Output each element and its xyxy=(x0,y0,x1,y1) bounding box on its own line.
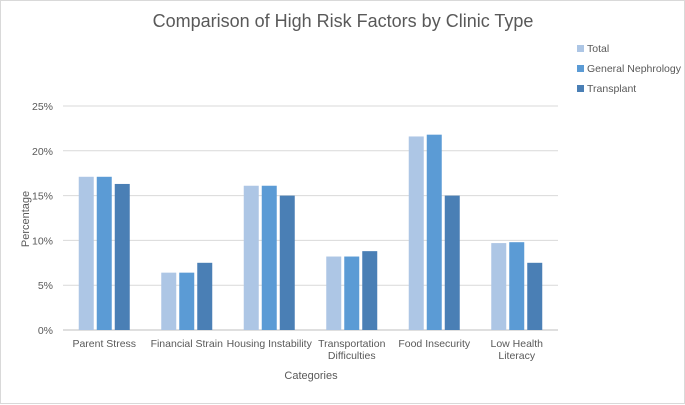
x-tick-label: Food Insecurity xyxy=(398,338,471,350)
y-tick-label: 20% xyxy=(32,146,53,158)
bar xyxy=(197,262,213,330)
bar xyxy=(491,243,507,330)
y-tick-label: 0% xyxy=(38,325,53,337)
bar xyxy=(161,272,177,330)
bar xyxy=(362,251,378,330)
bar xyxy=(243,185,259,330)
bar xyxy=(96,176,112,330)
y-tick-label: 5% xyxy=(38,280,53,292)
y-tick-label: 10% xyxy=(32,235,53,247)
gridlines xyxy=(63,105,558,331)
x-tick-label: Parent Stress xyxy=(72,338,136,350)
bar xyxy=(408,136,424,330)
bar xyxy=(326,256,342,330)
bars xyxy=(78,134,543,330)
x-tick-label: Transportation Difficulties xyxy=(318,338,385,362)
y-tick-label: 15% xyxy=(32,191,53,203)
bar xyxy=(114,183,130,330)
y-axis-ticks: 0% 5% 10% 15% 20% 25% xyxy=(32,101,53,337)
y-tick-label: 25% xyxy=(32,101,53,113)
bar xyxy=(179,272,195,330)
y-axis-label: Percentage xyxy=(20,191,32,247)
bar xyxy=(78,176,94,330)
legend-swatch xyxy=(577,65,584,72)
legend-label: Transplant xyxy=(587,83,636,95)
legend: Total General Nephrology Transplant xyxy=(577,43,682,95)
bar xyxy=(509,242,525,330)
x-tick-label: Financial Strain xyxy=(151,338,224,350)
bar xyxy=(261,185,277,330)
x-tick-label: Low Health Literacy xyxy=(490,338,543,362)
bar xyxy=(344,256,360,330)
bar xyxy=(527,262,543,330)
x-tick-label: Housing Instability xyxy=(227,338,313,350)
chart-title: Comparison of High Risk Factors by Clini… xyxy=(153,11,534,31)
x-axis-label: Categories xyxy=(284,370,338,382)
legend-swatch xyxy=(577,85,584,92)
legend-label: General Nephrology xyxy=(587,63,682,75)
bar xyxy=(444,195,460,330)
bar xyxy=(426,134,442,330)
legend-label: Total xyxy=(587,43,609,55)
x-axis-ticks: Parent Stress Financial Strain Housing Ins… xyxy=(72,338,543,362)
legend-swatch xyxy=(577,45,584,52)
bar xyxy=(279,195,295,330)
